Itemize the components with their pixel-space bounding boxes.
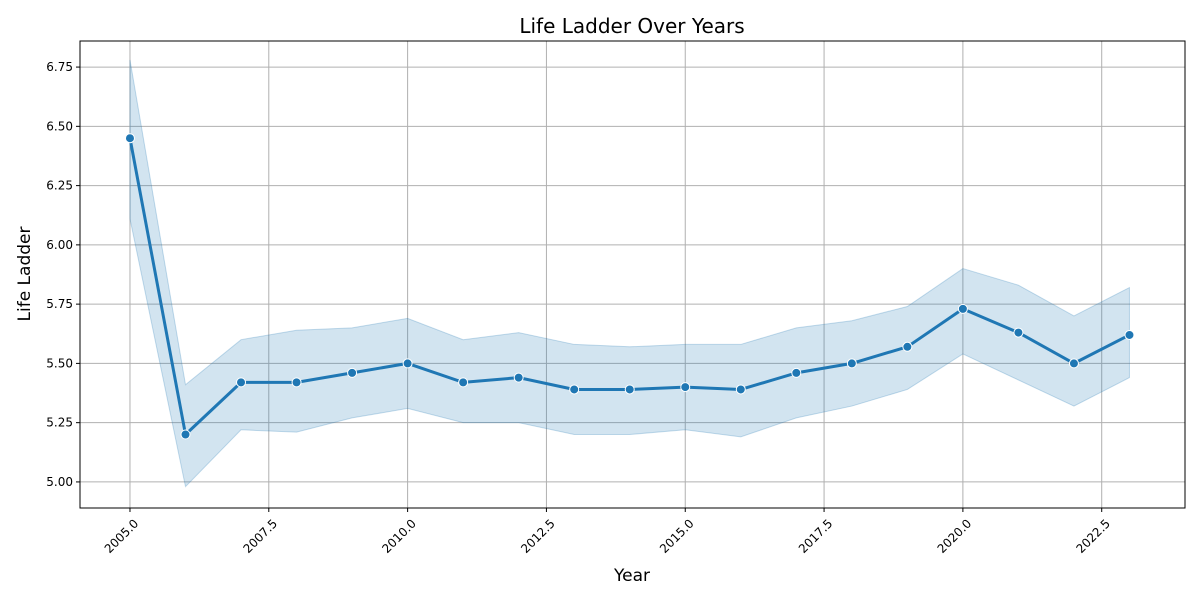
data-point (347, 367, 358, 378)
data-point (791, 367, 802, 378)
plot-frame (79, 40, 1186, 509)
chart-title: Life Ladder Over Years (519, 14, 744, 38)
y-tick-label: 5.75 (46, 297, 73, 311)
marker-layer (124, 133, 1135, 440)
x-tick-label: 2007.5 (241, 516, 281, 556)
x-tick-label: 2022.5 (1073, 516, 1113, 556)
x-tick-label: 2012.5 (518, 516, 558, 556)
data-point (957, 303, 968, 314)
data-point (846, 358, 857, 369)
data-point (236, 377, 247, 388)
data-point (902, 341, 913, 352)
y-axis-ticks: 5.00 5.25 5.50 5.75 6.00 6.25 6.50 6.75 (46, 60, 80, 489)
data-point (1068, 358, 1079, 369)
confidence-band (129, 59, 1130, 488)
y-axis-title: Life Ladder (15, 227, 35, 322)
x-tick-label: 2015.0 (657, 516, 697, 556)
data-point (180, 429, 191, 440)
data-point (513, 372, 524, 383)
data-point (680, 382, 691, 393)
y-tick-label: 6.25 (46, 179, 73, 193)
y-tick-label: 5.25 (46, 416, 73, 430)
y-tick-label: 5.50 (46, 356, 73, 370)
x-tick-label: 2005.0 (102, 516, 142, 556)
data-point (124, 133, 135, 144)
x-axis-title: Year (613, 566, 650, 586)
data-point (1124, 329, 1135, 340)
y-tick-label: 6.00 (46, 238, 73, 252)
x-tick-label: 2020.0 (935, 516, 975, 556)
x-axis-ticks: 2005.0 2007.5 2010.0 2012.5 2015.0 2017.5 2020… (102, 508, 1113, 556)
data-point (402, 358, 413, 369)
x-tick-label: 2017.5 (796, 516, 836, 556)
data-point (569, 384, 580, 395)
x-tick-label: 2010.0 (379, 516, 419, 556)
y-tick-label: 6.75 (46, 60, 73, 74)
grid-lines (80, 41, 1185, 508)
data-point (735, 384, 746, 395)
y-tick-label: 5.00 (46, 475, 73, 489)
confidence-band-layer (129, 59, 1130, 488)
data-point (458, 377, 469, 388)
data-point (1013, 327, 1024, 338)
data-point (291, 377, 302, 388)
data-point (624, 384, 635, 395)
y-tick-label: 6.50 (46, 119, 73, 133)
